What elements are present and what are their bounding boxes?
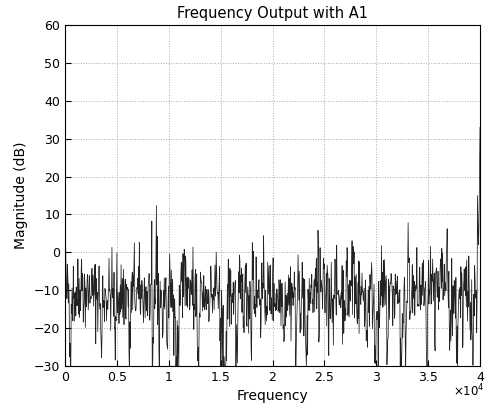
Y-axis label: Magnitude (dB): Magnitude (dB) (14, 142, 28, 249)
X-axis label: Frequency: Frequency (236, 389, 308, 404)
Text: $\times10^4$: $\times10^4$ (454, 383, 485, 399)
Title: Frequency Output with A1: Frequency Output with A1 (177, 6, 368, 21)
